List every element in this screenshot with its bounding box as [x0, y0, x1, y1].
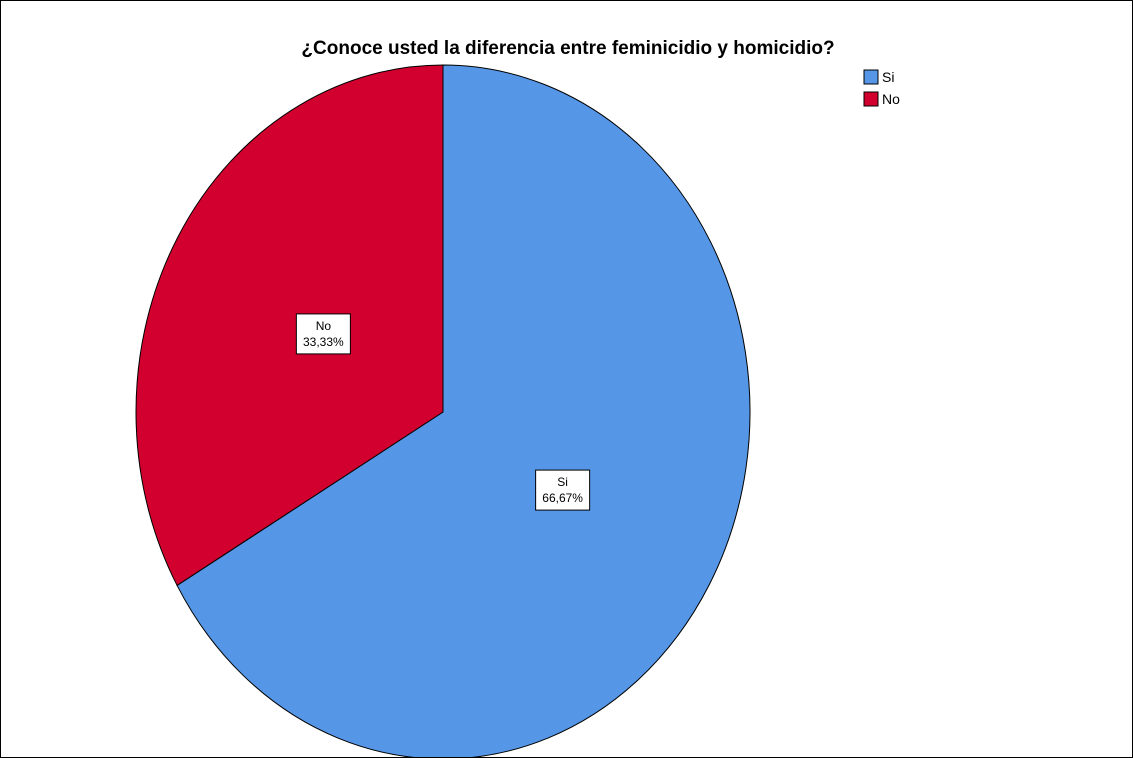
slice-label-value: 66,67% — [542, 491, 583, 505]
slice-labels: Si 66,67% No 33,33% — [295, 313, 591, 511]
slice-label-box — [535, 469, 591, 511]
slice-label-category: Si — [557, 475, 568, 489]
legend-label-si: Si — [882, 69, 894, 85]
slice-label-category: No — [316, 319, 332, 333]
legend-swatch-no — [863, 91, 879, 107]
slice-label-value: 33,33% — [303, 335, 344, 349]
slice-label-no: No 33,33% — [295, 313, 351, 355]
legend-label-no: No — [882, 91, 900, 107]
chart-title: ¿Conoce usted la diferencia entre femini… — [301, 38, 834, 59]
slice-label-box — [295, 313, 351, 355]
slice-label-si: Si 66,67% — [535, 469, 591, 511]
pie-slice-no — [135, 64, 444, 587]
pie-slices — [135, 64, 751, 757]
pie-slice-si — [176, 64, 751, 757]
legend-swatch-si — [863, 69, 879, 85]
legend: Si No — [863, 69, 900, 107]
